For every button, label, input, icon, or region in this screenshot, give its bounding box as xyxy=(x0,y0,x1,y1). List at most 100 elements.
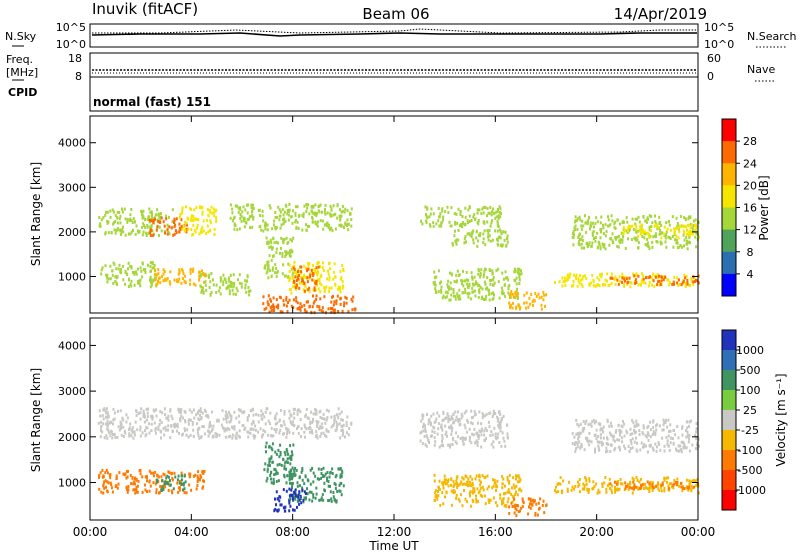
data-cell xyxy=(200,290,203,294)
data-cell xyxy=(190,410,193,414)
data-cell xyxy=(163,482,166,486)
data-cell xyxy=(468,232,471,236)
data-cell xyxy=(308,498,311,502)
data-cell xyxy=(127,485,130,488)
data-cell xyxy=(212,278,214,282)
data-cell xyxy=(684,217,687,221)
data-cell xyxy=(621,240,624,244)
data-cell xyxy=(233,410,236,414)
data-cell xyxy=(267,419,270,423)
data-cell xyxy=(562,280,565,284)
data-cell xyxy=(447,279,450,283)
data-cell xyxy=(544,304,546,308)
data-cell xyxy=(640,483,642,487)
data-cell xyxy=(249,428,252,431)
data-cell xyxy=(184,220,187,224)
data-cell xyxy=(495,269,498,273)
data-cell xyxy=(120,426,122,430)
data-cell xyxy=(667,434,670,438)
data-cell xyxy=(474,412,477,416)
data-cell xyxy=(667,235,670,239)
data-cell xyxy=(517,270,519,274)
data-cell xyxy=(599,436,602,440)
data-cell xyxy=(436,497,439,501)
data-cell xyxy=(594,433,597,437)
data-cell xyxy=(346,415,349,419)
data-cell xyxy=(469,490,472,494)
data-cell xyxy=(469,219,471,223)
data-cell xyxy=(450,424,453,428)
data-cell xyxy=(627,280,630,284)
data-cell xyxy=(333,213,335,217)
data-cell xyxy=(485,287,487,291)
data-cell xyxy=(644,444,647,448)
data-cell xyxy=(499,236,502,240)
data-cell xyxy=(281,252,284,255)
data-cell xyxy=(518,272,521,276)
data-cell xyxy=(196,476,199,480)
data-cell xyxy=(449,418,452,421)
data-cell xyxy=(656,273,659,277)
colorbar-tick-label: 20 xyxy=(743,179,757,192)
data-cell xyxy=(606,272,609,276)
data-cell xyxy=(141,275,144,279)
data-cell xyxy=(297,425,300,429)
data-cell xyxy=(654,223,657,227)
data-cell xyxy=(330,300,333,304)
data-cell xyxy=(107,481,110,485)
data-cell xyxy=(482,241,485,245)
data-cell xyxy=(610,214,613,218)
data-cell xyxy=(458,224,461,228)
data-cell xyxy=(672,245,675,249)
data-cell xyxy=(626,220,629,224)
data-cell xyxy=(690,223,693,227)
data-cell xyxy=(299,418,302,421)
data-cell xyxy=(204,272,207,276)
data-cell xyxy=(468,291,471,295)
data-cell xyxy=(512,495,515,499)
data-cell xyxy=(447,210,450,214)
data-cell xyxy=(185,221,188,225)
data-cell xyxy=(329,212,332,216)
data-cell xyxy=(616,244,619,248)
data-cell xyxy=(521,499,524,503)
data-cell xyxy=(167,470,170,474)
data-cell xyxy=(651,245,654,249)
data-cell xyxy=(343,210,346,214)
data-cell xyxy=(605,446,608,450)
data-cell xyxy=(328,475,331,479)
data-cell xyxy=(583,246,585,250)
data-cell xyxy=(296,301,299,305)
data-cell xyxy=(171,476,174,480)
data-cell xyxy=(467,208,470,212)
data-cell xyxy=(696,225,699,229)
data-cell xyxy=(162,279,165,283)
data-cell xyxy=(684,225,687,229)
data-cell xyxy=(324,203,327,207)
data-cell xyxy=(308,290,311,294)
data-cell xyxy=(484,414,487,418)
data-cell xyxy=(452,288,455,292)
data-cell xyxy=(487,498,490,502)
data-cell xyxy=(512,301,514,305)
data-cell xyxy=(264,266,267,270)
data-cell xyxy=(470,421,473,425)
data-cell xyxy=(481,287,484,291)
data-cell xyxy=(330,286,333,290)
data-cell xyxy=(671,235,674,238)
data-cell xyxy=(572,235,575,239)
data-cell xyxy=(106,436,109,440)
data-cell xyxy=(343,301,346,305)
data-cell xyxy=(260,228,263,232)
data-cell xyxy=(278,499,281,503)
data-cell xyxy=(254,435,257,438)
data-cell xyxy=(349,211,352,215)
data-cell xyxy=(586,244,589,248)
data-cell xyxy=(461,439,464,443)
data-cell xyxy=(155,273,158,277)
data-cell xyxy=(142,209,145,213)
data-cell xyxy=(483,494,486,498)
data-cell xyxy=(125,420,128,424)
data-cell xyxy=(447,420,450,424)
data-cell xyxy=(268,254,271,258)
